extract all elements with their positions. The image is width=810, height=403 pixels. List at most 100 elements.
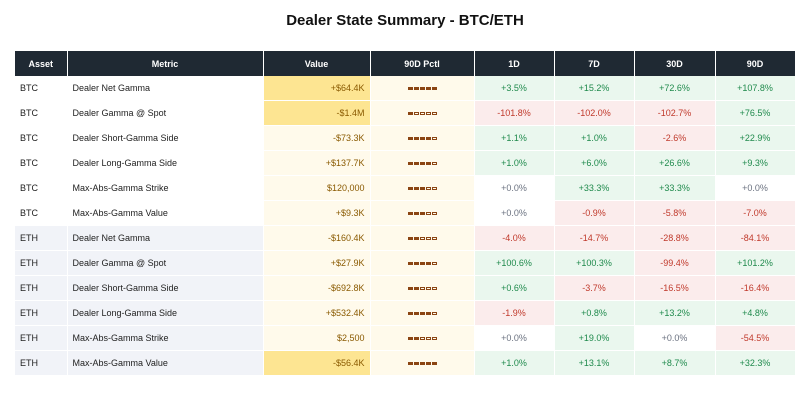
value-cell: +$9.3K [263, 200, 371, 226]
percentile-segment [419, 287, 425, 291]
change-cell-d90: -7.0% [715, 200, 796, 226]
percentile-segment [431, 212, 437, 216]
percentile-segment [419, 112, 425, 116]
percentile-segment [425, 87, 431, 91]
table-row: BTC Dealer Long-Gamma Side +$137.7K +1.0% +6… [15, 150, 796, 176]
metric-cell: Dealer Long-Gamma Side [67, 300, 264, 326]
table-row: BTC Max-Abs-Gamma Strike $120,000 +0.0% +33.… [15, 175, 796, 201]
percentile-segment [425, 337, 431, 341]
table-row: BTC Dealer Net Gamma +$64.4K +3.5% +15.2% +72… [15, 76, 796, 101]
asset-cell: BTC [15, 175, 68, 201]
percentile-bar [407, 112, 437, 116]
percentile-segment [413, 312, 419, 316]
asset-cell: BTC [15, 200, 68, 226]
change-cell-d90: +76.5% [715, 100, 796, 126]
chart-title: Dealer State Summary - BTC/ETH [286, 12, 524, 29]
percentile-cell [370, 200, 475, 226]
metric-cell: Dealer Net Gamma [67, 225, 264, 251]
percentile-segment [407, 312, 413, 316]
change-cell-d1: +0.0% [474, 200, 555, 226]
asset-cell: ETH [15, 250, 68, 276]
percentile-segment [413, 112, 419, 116]
percentile-cell [370, 125, 475, 151]
change-cell-d90: -54.5% [715, 325, 796, 351]
change-cell-d7: -0.9% [554, 200, 635, 226]
percentile-segment [419, 362, 425, 366]
change-cell-d30: -28.8% [634, 225, 716, 251]
percentile-cell [370, 325, 475, 351]
percentile-segment [419, 137, 425, 141]
change-cell-d7: +1.0% [554, 125, 635, 151]
percentile-bar [407, 87, 437, 91]
change-cell-d30: +33.3% [634, 175, 716, 201]
percentile-segment [431, 137, 437, 141]
percentile-segment [407, 337, 413, 341]
value-cell: $120,000 [263, 175, 371, 201]
percentile-bar [407, 237, 437, 241]
value-cell: -$56.4K [263, 350, 371, 376]
percentile-segment [431, 162, 437, 166]
change-cell-d1: -4.0% [474, 225, 555, 251]
column-header: 90D [715, 51, 796, 76]
metric-cell: Max-Abs-Gamma Value [67, 200, 264, 226]
change-cell-d7: -102.0% [554, 100, 635, 126]
percentile-segment [425, 112, 431, 116]
table-row: ETH Max-Abs-Gamma Value -$56.4K +1.0% +13.1%… [15, 350, 796, 376]
change-cell-d1: +1.0% [474, 350, 555, 376]
change-cell-d1: +100.6% [474, 250, 555, 276]
change-cell-d30: +26.6% [634, 150, 716, 176]
change-cell-d7: +15.2% [554, 76, 635, 101]
percentile-segment [431, 337, 437, 341]
change-cell-d1: +3.5% [474, 76, 555, 101]
column-header: 7D [554, 51, 635, 76]
percentile-cell [370, 350, 475, 376]
change-cell-d7: +19.0% [554, 325, 635, 351]
percentile-segment [431, 262, 437, 266]
asset-cell: ETH [15, 300, 68, 326]
change-cell-d90: +107.8% [715, 76, 796, 101]
change-cell-d90: +9.3% [715, 150, 796, 176]
percentile-segment [431, 87, 437, 91]
percentile-segment [407, 287, 413, 291]
percentile-segment [413, 337, 419, 341]
value-cell: +$27.9K [263, 250, 371, 276]
asset-cell: BTC [15, 76, 68, 101]
change-cell-d7: +33.3% [554, 175, 635, 201]
value-cell: -$73.3K [263, 125, 371, 151]
percentile-segment [431, 112, 437, 116]
percentile-segment [407, 87, 413, 91]
change-cell-d30: +0.0% [634, 325, 716, 351]
percentile-cell [370, 300, 475, 326]
percentile-cell [370, 150, 475, 176]
change-cell-d7: +100.3% [554, 250, 635, 276]
value-cell: +$64.4K [263, 76, 371, 101]
asset-cell: ETH [15, 350, 68, 376]
change-cell-d30: +8.7% [634, 350, 716, 376]
table-row: ETH Dealer Short-Gamma Side -$692.8K +0.6% -… [15, 275, 796, 301]
change-cell-d30: +72.6% [634, 76, 716, 101]
percentile-segment [407, 212, 413, 216]
percentile-cell [370, 250, 475, 276]
change-cell-d30: -102.7% [634, 100, 716, 126]
change-cell-d7: +13.1% [554, 350, 635, 376]
change-cell-d1: +0.0% [474, 325, 555, 351]
percentile-segment [413, 362, 419, 366]
change-cell-d90: +0.0% [715, 175, 796, 201]
value-cell: +$137.7K [263, 150, 371, 176]
table-header-row: Asset Metric Value 90D Pctl 1D 7D 30D 90D [15, 51, 796, 76]
percentile-cell [370, 76, 475, 101]
percentile-segment [413, 212, 419, 216]
change-cell-d90: -16.4% [715, 275, 796, 301]
change-cell-d1: +1.1% [474, 125, 555, 151]
change-cell-d7: +6.0% [554, 150, 635, 176]
metric-cell: Dealer Short-Gamma Side [67, 275, 264, 301]
change-cell-d7: +0.8% [554, 300, 635, 326]
percentile-segment [425, 312, 431, 316]
percentile-segment [413, 162, 419, 166]
percentile-segment [425, 262, 431, 266]
percentile-segment [431, 312, 437, 316]
value-cell: +$532.4K [263, 300, 371, 326]
percentile-cell [370, 175, 475, 201]
percentile-segment [425, 212, 431, 216]
change-cell-d1: +1.0% [474, 150, 555, 176]
